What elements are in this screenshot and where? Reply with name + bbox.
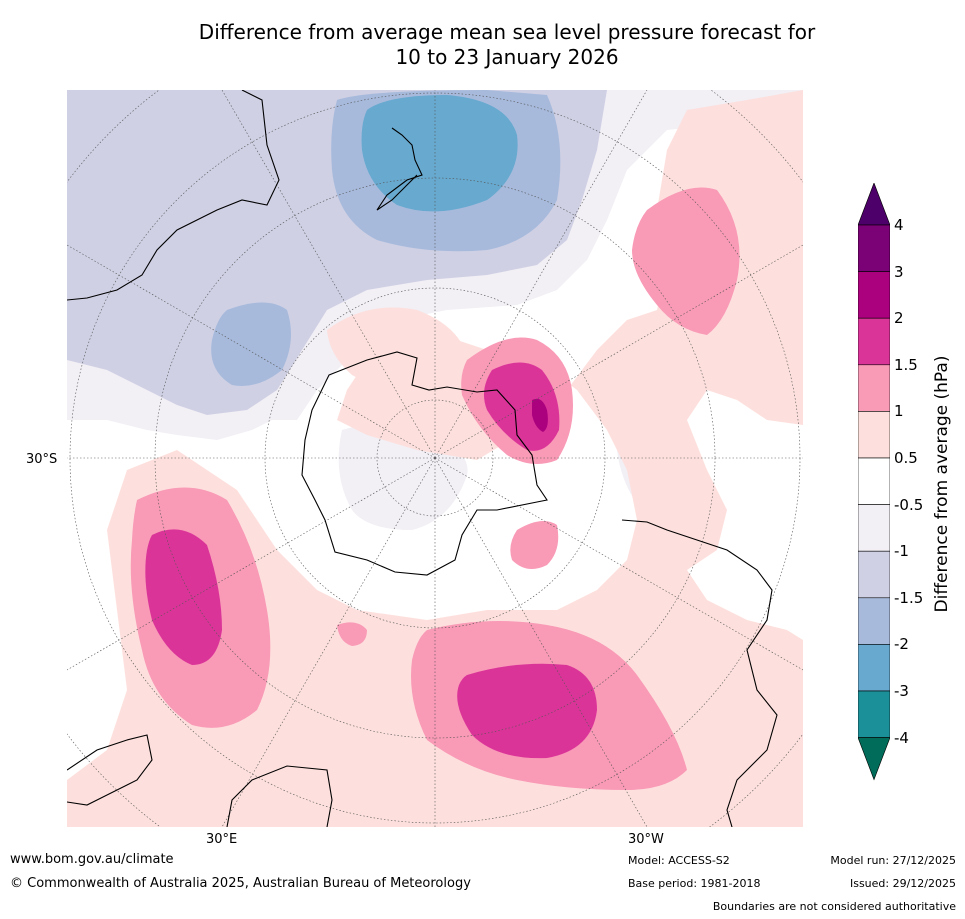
lat-30s-label: 30°S bbox=[26, 452, 58, 467]
footer-disclaimer: Boundaries are not considered authoritat… bbox=[712, 900, 956, 913]
colorbar bbox=[857, 182, 891, 781]
new-zealand-coastline bbox=[376, 127, 423, 211]
colorbar-title: Difference from average (hPa) bbox=[932, 355, 952, 613]
footer-model-run: Model run: 27/12/2025 bbox=[830, 854, 956, 867]
footer-model: Model: ACCESS-S2 bbox=[628, 854, 730, 867]
australia-coastline bbox=[67, 90, 280, 301]
africa-coastline bbox=[67, 734, 153, 806]
colorbar-tick-label: 1.5 bbox=[894, 355, 918, 374]
colorbar-extend-top bbox=[857, 182, 891, 226]
colorbar-tick-label: -4 bbox=[894, 728, 909, 747]
graticule bbox=[67, 90, 803, 827]
footer-url[interactable]: www.bom.gov.au/climate bbox=[10, 852, 174, 867]
colorbar-segment bbox=[857, 364, 891, 412]
colorbar-tick-label: 3 bbox=[894, 262, 904, 281]
colorbar-segment bbox=[857, 550, 891, 599]
title-line-1: Difference from average mean sea level p… bbox=[198, 20, 816, 44]
anomaly-map bbox=[67, 90, 803, 827]
colorbar-segment bbox=[857, 411, 891, 459]
anomaly-region-pos-1 bbox=[337, 622, 367, 646]
colorbar-segment bbox=[857, 504, 891, 552]
colorbar-tick-label: 2 bbox=[894, 309, 904, 328]
colorbar-extend-bottom bbox=[857, 737, 891, 781]
map-title: Difference from average mean sea level p… bbox=[0, 20, 965, 70]
footer-base-period: Base period: 1981-2018 bbox=[628, 877, 761, 890]
colorbar-tick-label: -1.5 bbox=[894, 588, 924, 607]
anomaly-region-pos-1 bbox=[510, 521, 559, 569]
colorbar-tick-label: 4 bbox=[894, 216, 904, 234]
footer-copyright: © Commonwealth of Australia 2025, Austra… bbox=[10, 876, 471, 891]
anomaly-region-pos-2 bbox=[532, 398, 548, 432]
title-line-2: 10 to 23 January 2026 bbox=[395, 45, 619, 69]
colorbar-segment bbox=[857, 457, 891, 505]
colorbar-segment bbox=[857, 224, 891, 272]
colorbar-segment bbox=[857, 317, 891, 366]
colorbar-segment bbox=[857, 597, 891, 645]
south-america-coastline bbox=[621, 519, 778, 827]
south-africa-coastline bbox=[226, 765, 333, 827]
lon-30w-label: 30°W bbox=[628, 832, 664, 847]
colorbar-segment bbox=[857, 644, 891, 692]
map-panel bbox=[67, 90, 803, 827]
anomaly-region-pos-1 bbox=[632, 187, 740, 335]
colorbar-segment bbox=[857, 271, 891, 319]
anomaly-region-pos-1.5 bbox=[145, 529, 222, 665]
colorbar-tick-label: -3 bbox=[894, 682, 909, 700]
colorbar-tick-label: 1 bbox=[894, 402, 904, 421]
anomaly-region-neg-2 bbox=[361, 95, 518, 212]
anomaly-region-pos-0.5 bbox=[327, 307, 467, 390]
colorbar-tick-label: -1 bbox=[894, 542, 909, 561]
footer-issued: Issued: 29/12/2025 bbox=[849, 877, 956, 890]
coastlines bbox=[67, 90, 778, 827]
colorbar-tick-label: 0.5 bbox=[894, 449, 918, 467]
colorbar-tick-label: -0.5 bbox=[894, 495, 924, 514]
colorbar-tick-label: -2 bbox=[894, 635, 909, 654]
lon-30e-label: 30°E bbox=[206, 832, 238, 847]
antarctica-coastline bbox=[301, 351, 548, 576]
colorbar-segment bbox=[857, 690, 891, 738]
anomaly-region-neg-1.5 bbox=[211, 302, 291, 386]
anomaly-region-pos-1.5 bbox=[457, 663, 597, 759]
